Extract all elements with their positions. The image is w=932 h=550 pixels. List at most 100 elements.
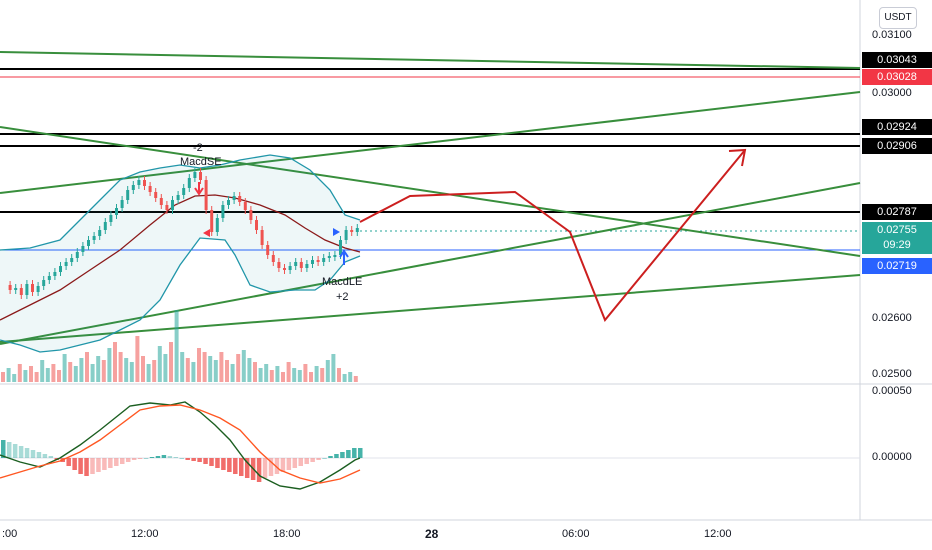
candle-body xyxy=(25,284,29,295)
candle-body xyxy=(154,192,158,198)
macd-hist-bar xyxy=(221,458,226,470)
volume-bar xyxy=(45,368,50,382)
candle-body xyxy=(109,215,113,222)
volume-bar xyxy=(135,336,140,382)
volume-bar xyxy=(225,360,229,382)
current-price-label[interactable]: 0.02755 09:29 xyxy=(862,222,932,254)
volume-bar xyxy=(230,364,235,382)
candle-body xyxy=(92,236,96,240)
price-label-0.03043[interactable]: 0.03043 xyxy=(862,52,932,68)
volume-bar xyxy=(34,372,39,382)
candle-body xyxy=(126,190,130,200)
candle-body xyxy=(232,196,236,200)
candle-body xyxy=(311,260,314,264)
price-label-0.02719[interactable]: 0.02719 xyxy=(862,258,932,274)
candle-body xyxy=(350,230,354,232)
candle-body xyxy=(14,288,18,290)
volume-bar xyxy=(320,368,325,382)
candle-body xyxy=(31,284,34,292)
price-tick: 0.02500 xyxy=(872,368,912,380)
candle-body xyxy=(159,198,163,205)
macd-hist-bar xyxy=(209,458,214,466)
macd-hist-bar xyxy=(203,458,208,464)
price-label-0.02924[interactable]: 0.02924 xyxy=(862,119,932,135)
volume-bar xyxy=(163,354,168,382)
volume-bar xyxy=(1,372,5,382)
candle-body xyxy=(70,258,74,262)
macd-hist-bar xyxy=(215,458,220,468)
macd-hist-bar xyxy=(191,458,196,461)
volume-bar xyxy=(124,358,129,382)
macd-hist-bar xyxy=(131,458,137,460)
long-signal-arrow[interactable] xyxy=(339,249,349,265)
volume-bar xyxy=(281,372,285,382)
candle-body xyxy=(19,288,23,295)
trendline-5[interactable] xyxy=(0,274,861,343)
volume-bar xyxy=(292,368,297,382)
candle-body xyxy=(260,230,264,245)
volume-bar xyxy=(113,342,117,382)
trendline-3[interactable] xyxy=(0,126,861,257)
volume-bar xyxy=(17,364,22,382)
candle-body xyxy=(305,264,309,268)
volume-bar xyxy=(275,366,280,382)
candle-body xyxy=(87,240,90,246)
volume-bar xyxy=(174,310,179,382)
signal-line xyxy=(0,404,361,484)
candle-body xyxy=(75,252,79,258)
volume-bar xyxy=(331,354,336,382)
macd-hist-bar xyxy=(292,458,298,468)
countdown-timer: 09:29 xyxy=(883,239,911,251)
candle-body xyxy=(294,262,298,266)
macd-hist-bar xyxy=(340,452,345,458)
macd-hist-bar xyxy=(227,458,232,472)
macd-hist-bar xyxy=(274,458,280,474)
price-label-0.03028[interactable]: 0.03028 xyxy=(862,69,932,85)
volume-bar xyxy=(68,362,73,382)
candle-body xyxy=(238,196,242,202)
volume-bar xyxy=(348,372,353,382)
trendline-2[interactable] xyxy=(0,91,861,194)
macd-hist-bar xyxy=(108,458,113,468)
current-price-value: 0.02755 xyxy=(877,224,917,236)
price-label-0.02906[interactable]: 0.02906 xyxy=(862,138,932,154)
trendline-1[interactable] xyxy=(0,51,861,69)
forecast-path[interactable] xyxy=(359,149,746,322)
volume-bar xyxy=(23,370,28,382)
macd-hist-bar xyxy=(6,442,12,458)
candle-body xyxy=(53,272,57,276)
candle-body xyxy=(182,188,186,195)
candle-body xyxy=(148,186,152,192)
macd-hist-bar xyxy=(262,458,268,478)
volume-bar xyxy=(6,368,11,382)
bollinger-lower xyxy=(0,237,361,353)
volume-bar xyxy=(118,352,123,382)
volume-bar xyxy=(157,346,162,382)
volume-bar xyxy=(62,354,67,382)
price-label-0.02787[interactable]: 0.02787 xyxy=(862,204,932,220)
long-signal-count: +2 xyxy=(336,291,349,303)
macd-hist-bar xyxy=(1,440,6,458)
volume-bar xyxy=(303,364,308,382)
time-tick: 06:00 xyxy=(562,528,590,540)
currency-button[interactable]: USDT xyxy=(879,7,917,29)
volume-bar xyxy=(325,360,330,382)
macd-hist-bar xyxy=(334,454,339,458)
candle-body xyxy=(327,256,331,258)
volume-bars xyxy=(1,310,358,382)
candle-body xyxy=(199,172,202,180)
volume-bar xyxy=(253,362,257,382)
price-tick: 0.02600 xyxy=(872,312,912,324)
macd-line xyxy=(0,401,361,490)
price-tick: 0.03100 xyxy=(872,29,912,41)
macd-hist-bar xyxy=(298,458,303,466)
candle-body xyxy=(344,230,348,240)
short-signal-arrow[interactable] xyxy=(194,182,204,196)
macd-hist-bar xyxy=(185,458,190,460)
volume-bar xyxy=(236,354,241,382)
volume-bar xyxy=(180,352,185,382)
macd-hist-bar xyxy=(149,457,155,458)
volume-bar xyxy=(152,360,157,382)
